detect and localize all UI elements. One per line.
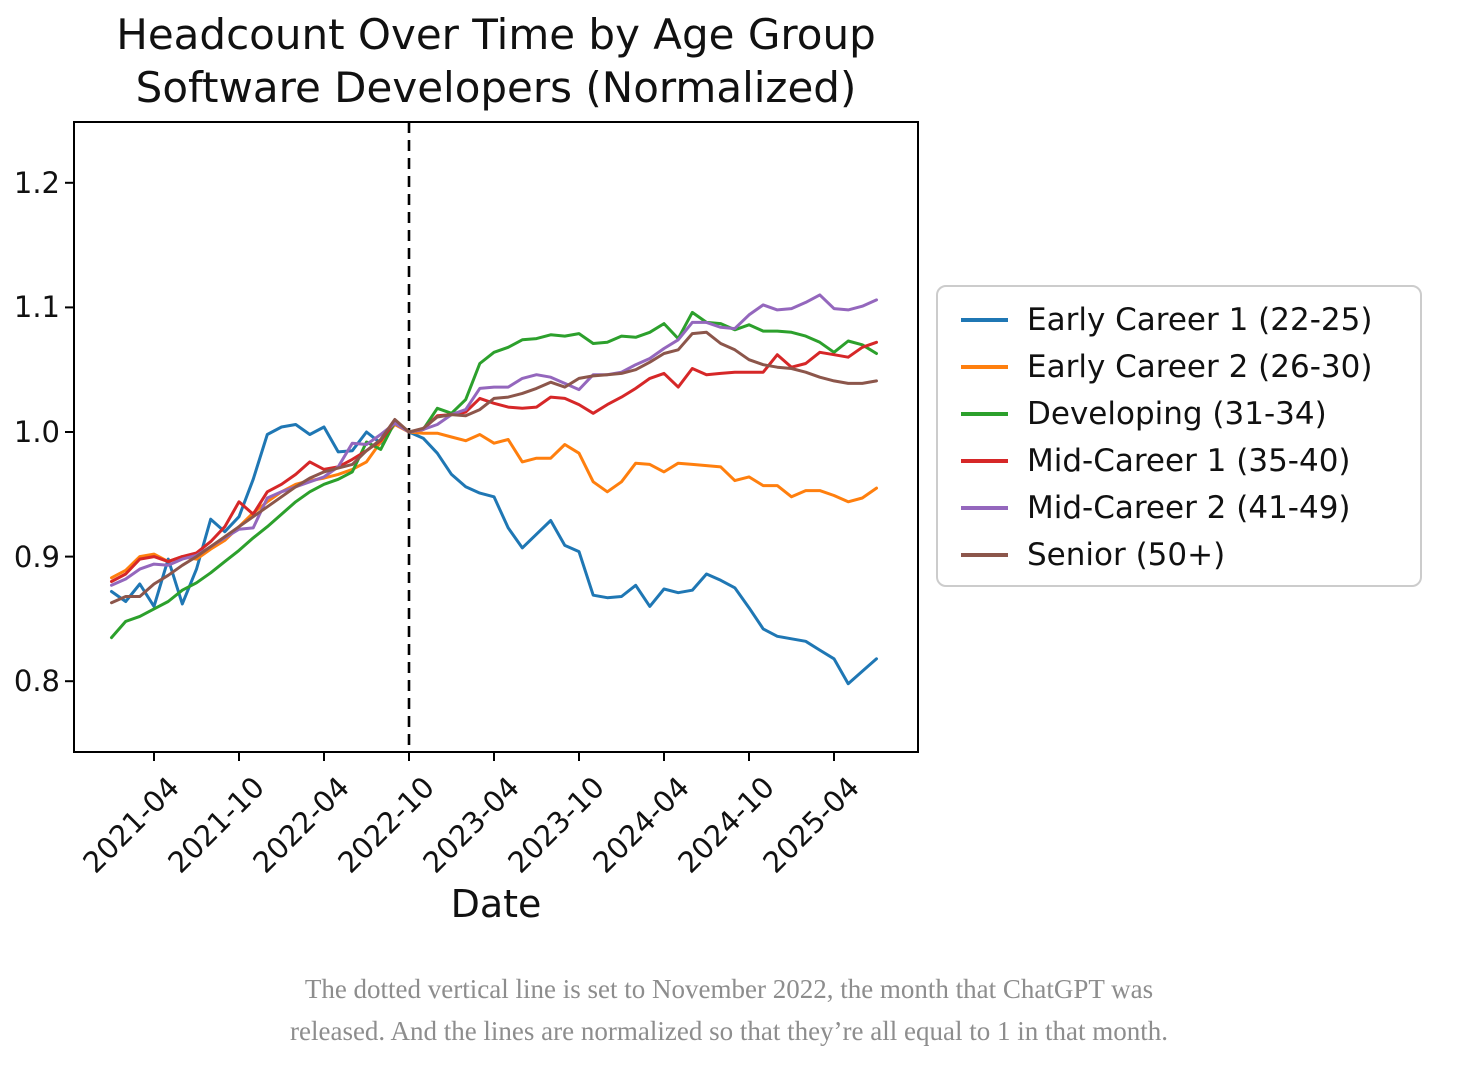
y-tick-label: 0.9 xyxy=(13,539,60,574)
series-line-mid-career-1-35-40 xyxy=(110,340,878,583)
line-chart xyxy=(65,121,919,761)
y-tick-label: 0.8 xyxy=(13,664,60,699)
plot-frame-border xyxy=(73,121,919,753)
legend-label: Developing (31-34) xyxy=(1027,395,1327,432)
legend-item: Mid-Career 2 (41-49) xyxy=(938,484,1420,531)
legend-line-swatch xyxy=(961,505,1008,510)
chart-title-line2: Software Developers (Normalized) xyxy=(135,63,857,112)
legend-label: Early Career 1 (22-25) xyxy=(1027,301,1373,338)
y-tick-label: 1.1 xyxy=(13,290,60,325)
legend-line-swatch xyxy=(961,458,1008,463)
series-line-early-career-1-22-25 xyxy=(110,420,878,686)
y-tick-label: 1.0 xyxy=(13,415,60,449)
series-line-early-career-2-26-30 xyxy=(110,423,878,580)
series-line-mid-career-2-41-49 xyxy=(110,293,878,587)
legend-item: Early Career 1 (22-25) xyxy=(938,296,1420,343)
chart-title: Headcount Over Time by Age Group Softwar… xyxy=(74,8,918,114)
legend-line-swatch xyxy=(961,364,1008,369)
legend-item: Mid-Career 1 (35-40) xyxy=(938,437,1420,484)
chart-title-line1: Headcount Over Time by Age Group xyxy=(116,10,876,59)
legend-line-swatch xyxy=(961,552,1008,557)
caption-line2: released. And the lines are normalized s… xyxy=(290,1016,1168,1046)
x-axis-label: Date xyxy=(450,882,542,926)
legend-line-swatch xyxy=(961,411,1008,416)
legend-line-swatch xyxy=(961,317,1008,322)
legend: Early Career 1 (22-25) Early Career 2 (26… xyxy=(936,285,1422,587)
legend-label: Senior (50+) xyxy=(1027,536,1226,573)
caption: The dotted vertical line is set to Novem… xyxy=(0,968,1458,1052)
legend-item: Senior (50+) xyxy=(938,531,1420,578)
legend-label: Early Career 2 (26-30) xyxy=(1027,348,1373,385)
caption-line1: The dotted vertical line is set to Novem… xyxy=(304,974,1154,1004)
legend-label: Mid-Career 2 (41-49) xyxy=(1027,489,1351,526)
series-line-senior-50 xyxy=(110,330,878,605)
legend-item: Early Career 2 (26-30) xyxy=(938,343,1420,390)
y-tick-label: 1.2 xyxy=(13,165,60,200)
legend-label: Mid-Career 1 (35-40) xyxy=(1027,442,1351,479)
plot-area xyxy=(65,121,919,761)
legend-item: Developing (31-34) xyxy=(938,390,1420,437)
series-line-developing-31-34 xyxy=(110,310,878,640)
